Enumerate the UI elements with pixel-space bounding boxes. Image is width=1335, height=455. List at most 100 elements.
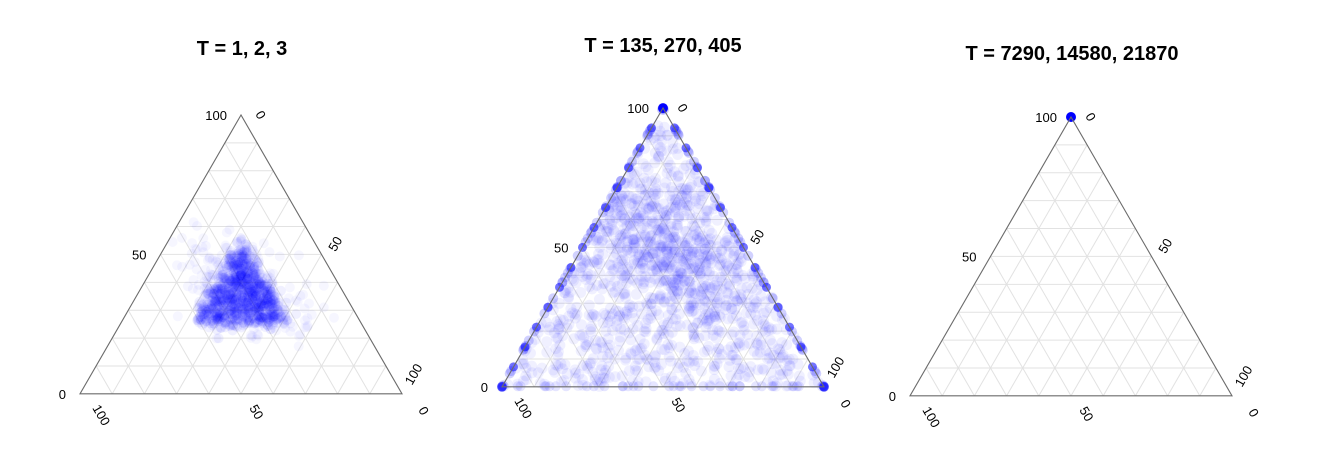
data-point xyxy=(192,315,203,326)
data-point xyxy=(236,281,247,292)
data-point xyxy=(682,232,694,244)
data-point xyxy=(230,292,241,303)
data-point xyxy=(267,319,278,330)
data-point xyxy=(248,251,258,262)
data-point xyxy=(708,361,720,372)
data-point xyxy=(255,313,266,323)
data-point xyxy=(260,287,271,298)
data-point xyxy=(284,293,294,303)
tick-label-left-50: 50 xyxy=(554,240,568,255)
data-point xyxy=(244,250,255,261)
data-point xyxy=(246,304,256,315)
tick-label-right-100: 100 xyxy=(824,354,848,380)
data-point xyxy=(651,332,663,344)
data-point xyxy=(267,298,278,309)
data-point xyxy=(248,298,259,309)
data-point xyxy=(204,304,215,315)
data-point xyxy=(237,292,248,303)
data-point xyxy=(736,282,748,294)
data-point xyxy=(245,260,256,271)
data-point xyxy=(266,308,276,318)
data-point xyxy=(262,290,273,300)
data-point xyxy=(250,305,261,316)
data-point xyxy=(211,296,222,307)
data-point xyxy=(216,295,227,306)
data-point xyxy=(248,287,259,298)
grid-line xyxy=(176,198,290,395)
data-point xyxy=(211,314,222,325)
data-point xyxy=(201,304,211,315)
data-point xyxy=(242,297,253,308)
data-point xyxy=(218,300,229,311)
data-point xyxy=(735,363,747,375)
data-point xyxy=(241,267,252,278)
data-point xyxy=(260,306,271,316)
data-point xyxy=(247,244,258,255)
data-point xyxy=(681,191,693,203)
data-point xyxy=(248,310,259,321)
data-point xyxy=(262,320,273,331)
data-point xyxy=(250,290,261,301)
data-point xyxy=(221,289,232,300)
data-point xyxy=(234,271,245,282)
data-point xyxy=(259,283,270,294)
data-point xyxy=(251,268,262,279)
data-point xyxy=(711,284,723,296)
data-point xyxy=(232,274,243,285)
data-point xyxy=(227,295,238,306)
data-point xyxy=(234,249,245,260)
data-point xyxy=(213,333,224,344)
data-point xyxy=(238,260,249,271)
data-point xyxy=(234,247,245,258)
data-point xyxy=(211,307,222,318)
ternary-grid xyxy=(517,135,809,388)
data-point xyxy=(221,317,232,328)
data-point xyxy=(217,306,228,316)
data-point xyxy=(615,242,627,253)
data-point xyxy=(202,288,213,299)
data-point xyxy=(243,309,253,319)
data-point xyxy=(259,294,270,305)
data-point xyxy=(210,308,220,319)
data-point xyxy=(228,320,239,331)
data-point xyxy=(240,239,251,249)
data-point xyxy=(218,310,229,321)
data-point xyxy=(243,292,254,303)
data-point xyxy=(732,338,744,350)
data-point xyxy=(232,236,243,247)
data-point xyxy=(248,314,259,325)
grid-line xyxy=(791,358,809,388)
data-point xyxy=(228,281,239,292)
data-point xyxy=(261,273,272,284)
data-point xyxy=(273,313,284,324)
data-point xyxy=(244,316,255,327)
grid-line xyxy=(582,247,664,388)
data-point xyxy=(243,295,254,305)
data-point xyxy=(709,310,721,322)
data-point xyxy=(664,190,676,201)
data-point xyxy=(236,301,247,311)
data-point xyxy=(662,309,674,321)
data-point xyxy=(243,279,254,290)
data-point xyxy=(228,299,239,309)
data-point xyxy=(637,282,649,294)
data-point xyxy=(194,303,205,314)
data-point xyxy=(694,267,706,279)
data-point xyxy=(228,282,239,293)
data-point xyxy=(245,258,256,269)
data-point xyxy=(248,254,259,265)
data-point xyxy=(541,381,552,392)
data-point xyxy=(229,272,240,283)
data-point xyxy=(242,271,253,282)
data-point xyxy=(239,286,250,297)
data-point xyxy=(233,281,244,292)
data-point xyxy=(237,310,248,321)
data-point xyxy=(526,367,538,379)
data-point xyxy=(268,309,279,320)
data-point xyxy=(212,315,223,326)
data-point xyxy=(211,295,221,306)
data-point xyxy=(598,219,610,230)
data-point xyxy=(215,288,226,299)
data-point xyxy=(210,298,221,309)
data-point xyxy=(265,315,276,326)
